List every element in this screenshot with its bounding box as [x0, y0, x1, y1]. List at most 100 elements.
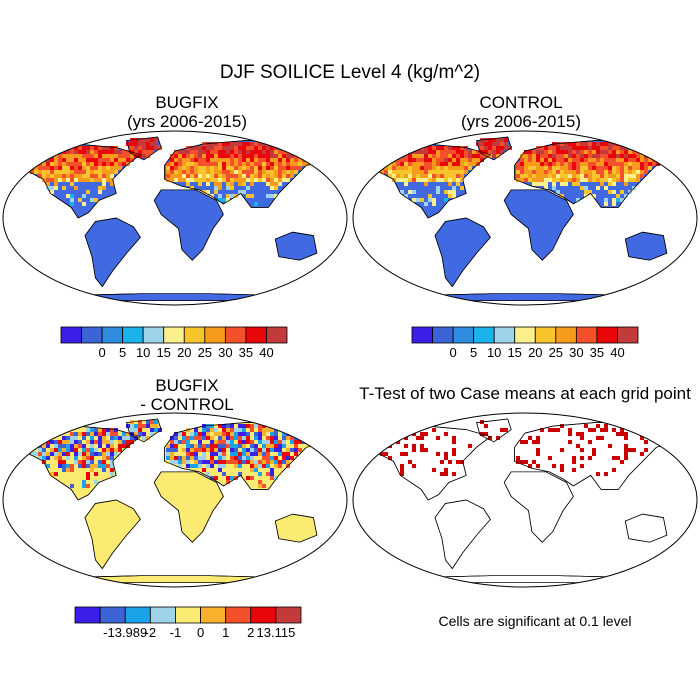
grid-cell: [94, 460, 98, 464]
grid-cell: [540, 170, 544, 174]
grid-cell: [624, 452, 628, 456]
diff-colorbar-box: [250, 606, 277, 624]
grid-cell: [50, 178, 54, 182]
grid-cell: [78, 146, 82, 150]
grid-cell: [456, 174, 460, 178]
grid-cell: [50, 170, 54, 174]
grid-cell: [254, 154, 258, 158]
grid-cell: [58, 464, 62, 468]
grid-cell: [274, 186, 278, 190]
grid-cell: [74, 464, 78, 468]
grid-cell: [242, 166, 246, 170]
grid-cell: [460, 174, 464, 178]
grid-cell: [194, 432, 198, 436]
grid-cell: [404, 158, 408, 162]
grid-cell: [298, 158, 302, 162]
grid-cell: [548, 158, 552, 162]
grid-cell: [528, 154, 532, 158]
grid-cell: [214, 162, 218, 166]
grid-cell: [572, 456, 576, 460]
grid-cell: [70, 444, 74, 448]
grid-cell: [90, 432, 94, 436]
grid-cell: [564, 146, 568, 150]
grid-cell: [424, 182, 428, 186]
grid-cell: [150, 428, 154, 432]
grid-cell: [246, 444, 250, 448]
grid-cell: [82, 146, 86, 150]
grid-cell: [572, 178, 576, 182]
grid-cell: [548, 178, 552, 182]
grid-cell: [106, 440, 110, 444]
grid-cell: [142, 420, 146, 424]
grid-cell: [114, 166, 118, 170]
grid-cell: [604, 472, 608, 476]
grid-cell: [62, 464, 66, 468]
grid-cell: [230, 178, 234, 182]
grid-cell: [468, 154, 472, 158]
grid-cell: [572, 170, 576, 174]
grid-cell: [600, 436, 604, 440]
grid-cell: [428, 198, 432, 202]
grid-cell: [400, 464, 404, 468]
grid-cell: [532, 440, 536, 444]
grid-cell: [46, 174, 50, 178]
grid-cell: [436, 436, 440, 440]
grid-cell: [528, 178, 532, 182]
grid-cell: [182, 436, 186, 440]
grid-cell: [258, 452, 262, 456]
grid-cell: [218, 186, 222, 190]
grid-cell: [432, 174, 436, 178]
grid-cell: [628, 170, 632, 174]
grid-cell: [632, 162, 636, 166]
grid-cell: [604, 186, 608, 190]
grid-cell: [110, 146, 114, 150]
grid-cell: [242, 154, 246, 158]
grid-cell: [242, 146, 246, 150]
grid-cell: [282, 158, 286, 162]
grid-cell: [210, 456, 214, 460]
grid-cell: [436, 150, 440, 154]
grid-cell: [114, 428, 118, 432]
grid-cell: [620, 428, 624, 432]
grid-cell: [290, 436, 294, 440]
grid-cell: [266, 440, 270, 444]
grid-cell: [412, 198, 416, 202]
grid-cell: [166, 166, 170, 170]
grid-cell: [282, 448, 286, 452]
grid-cell: [556, 162, 560, 166]
grid-cell: [560, 142, 564, 146]
grid-cell: [250, 436, 254, 440]
grid-cell: [560, 146, 564, 150]
grid-cell: [214, 178, 218, 182]
grid-cell: [202, 158, 206, 162]
grid-cell: [46, 158, 50, 162]
grid-cell: [214, 166, 218, 170]
grid-cell: [98, 170, 102, 174]
grid-cell: [484, 138, 488, 142]
grid-cell: [500, 150, 504, 154]
grid-cell: [428, 158, 432, 162]
grid-cell: [122, 436, 126, 440]
grid-cell: [640, 170, 644, 174]
grid-cell: [396, 170, 400, 174]
diff-title-line1: BUGFIX: [155, 376, 219, 395]
bugfix-colorbar: 0 5 10 15 20 25 30 35 40: [60, 326, 288, 360]
grid-cell: [384, 166, 388, 170]
grid-cell: [246, 154, 250, 158]
grid-cell: [222, 452, 226, 456]
grid-cell: [102, 436, 106, 440]
grid-cell: [150, 146, 154, 150]
grid-cell: [584, 166, 588, 170]
grid-cell: [440, 162, 444, 166]
grid-cell: [110, 472, 114, 476]
grid-cell: [222, 456, 226, 460]
grid-cell: [234, 154, 238, 158]
grid-cell: [500, 428, 504, 432]
diff-colorbar-label: 2: [247, 625, 254, 640]
grid-cell: [254, 202, 258, 206]
grid-cell: [246, 464, 250, 468]
grid-cell: [298, 444, 302, 448]
grid-cell: [270, 158, 274, 162]
control-colorbar-box: [514, 326, 536, 344]
grid-cell: [82, 452, 86, 456]
